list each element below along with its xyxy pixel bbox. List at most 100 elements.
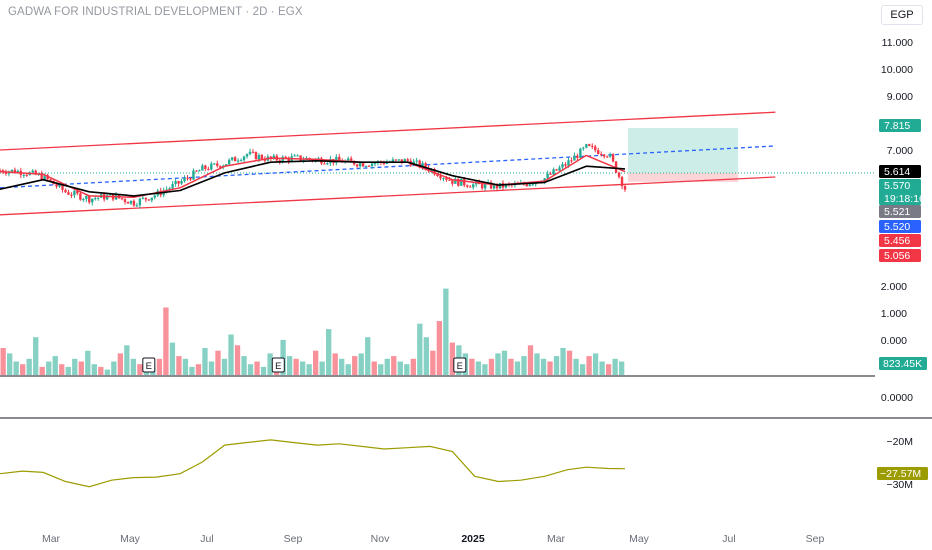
volume-bar xyxy=(391,356,397,375)
indicator-tick-label: −30M xyxy=(886,479,913,491)
volume-bar xyxy=(33,337,39,375)
volume-bar xyxy=(234,345,241,375)
candle-body xyxy=(602,154,606,157)
volume-bar xyxy=(130,358,137,375)
price-tag-bg xyxy=(879,249,921,262)
volume-bar xyxy=(124,345,130,375)
candle-body xyxy=(94,198,97,200)
earnings-marker-label: E xyxy=(457,361,463,372)
candle-body xyxy=(605,156,609,158)
candle-body xyxy=(338,156,341,161)
candle-body xyxy=(620,176,624,187)
volume-bar xyxy=(339,358,345,375)
candle-body xyxy=(25,174,28,176)
volume-bar xyxy=(163,307,169,375)
volume-bar xyxy=(358,353,364,375)
volume-bar xyxy=(39,366,45,375)
candle-body xyxy=(281,156,284,162)
price-axis[interactable]: 11.00010.0009.0007.0007.8155.6145.57019:… xyxy=(877,37,928,491)
volume-tick-label: 0.000 xyxy=(881,335,907,347)
candle-body xyxy=(236,160,240,162)
earnings-marker-box xyxy=(142,357,156,373)
price-tick-label: 7.000 xyxy=(887,145,913,157)
volume-bar xyxy=(241,356,247,375)
volume-bar xyxy=(553,356,560,375)
trend-channel[interactable] xyxy=(0,111,776,216)
indicator-tick-label: 0.0000 xyxy=(881,392,913,404)
volume-bar xyxy=(72,358,78,375)
candle-body xyxy=(394,159,398,161)
volume-bar xyxy=(534,353,540,375)
volume-tag: 823.45K xyxy=(879,357,927,370)
candle-body xyxy=(76,190,79,194)
candle-body xyxy=(177,180,180,184)
candle-body xyxy=(588,144,591,146)
candle-body xyxy=(448,179,451,181)
volume-bar xyxy=(605,364,612,375)
volume-bar xyxy=(267,353,273,375)
volume-bar xyxy=(345,364,351,375)
price-tick-label: 11.000 xyxy=(882,37,913,49)
volume-bar xyxy=(202,348,208,375)
candle-body xyxy=(483,183,487,189)
candle-body xyxy=(204,165,207,170)
candle-body xyxy=(79,193,82,200)
volume-bar xyxy=(488,358,495,375)
candle-body xyxy=(40,173,43,180)
candle-body xyxy=(141,197,145,199)
volume-bar xyxy=(98,366,104,375)
volume-tick-label: 1.000 xyxy=(881,308,907,320)
volume-bar xyxy=(579,364,586,375)
candle-body xyxy=(171,184,174,189)
volume-bar xyxy=(104,369,110,375)
earnings-marker[interactable]: E xyxy=(142,357,156,373)
earnings-marker[interactable]: E xyxy=(271,357,285,373)
price-tag: 5.056 xyxy=(879,249,921,262)
volume-bar xyxy=(182,358,189,375)
earnings-marker[interactable]: E xyxy=(453,357,467,373)
volume-bar xyxy=(169,342,176,375)
time-axis[interactable]: Mar May Jul Sep Nov 2025 Mar May Jul Sep xyxy=(42,533,825,545)
volume-bar xyxy=(599,361,605,375)
candle-body xyxy=(195,170,198,172)
candle-body xyxy=(227,159,231,165)
volume-bar xyxy=(352,356,358,375)
indicator-tag-label: −27.57M xyxy=(880,468,921,480)
price-tag-bg xyxy=(879,234,921,247)
price-tag-countdown: 19:18:16 xyxy=(884,193,925,205)
candle-body xyxy=(614,161,618,173)
candle-body xyxy=(31,170,34,173)
volume-bar xyxy=(326,329,332,375)
volume-bar xyxy=(52,356,58,375)
currency-button[interactable]: EGP xyxy=(881,5,923,25)
candle-body xyxy=(126,201,130,204)
candle-body xyxy=(492,183,496,189)
indicator-tick-label: −20M xyxy=(886,436,913,448)
volume-bar xyxy=(260,366,267,375)
candle-body xyxy=(132,200,136,206)
volume-bar xyxy=(482,364,488,375)
volume-bar xyxy=(436,321,443,375)
volume-bar xyxy=(612,358,618,375)
volume-bar xyxy=(254,361,260,375)
stop-zone xyxy=(627,172,739,182)
moving-averages xyxy=(0,154,626,199)
candle-body xyxy=(445,178,448,180)
candle-body xyxy=(623,186,627,190)
candle-body xyxy=(555,169,558,171)
candle-body xyxy=(97,197,100,199)
candle-body xyxy=(13,169,17,174)
candle-body xyxy=(251,151,255,153)
volume-bar xyxy=(365,337,371,375)
candle-body xyxy=(599,153,603,155)
symbol-title: GADWA FOR INDUSTRIAL DEVELOPMENT · 2D · … xyxy=(8,6,303,18)
candle-body xyxy=(439,176,442,179)
volume-bar xyxy=(332,353,338,375)
candle-body xyxy=(504,184,508,188)
price-candles xyxy=(0,143,627,209)
volume-bar xyxy=(91,364,97,375)
candle-body xyxy=(296,155,299,157)
volume-bar xyxy=(527,345,534,375)
